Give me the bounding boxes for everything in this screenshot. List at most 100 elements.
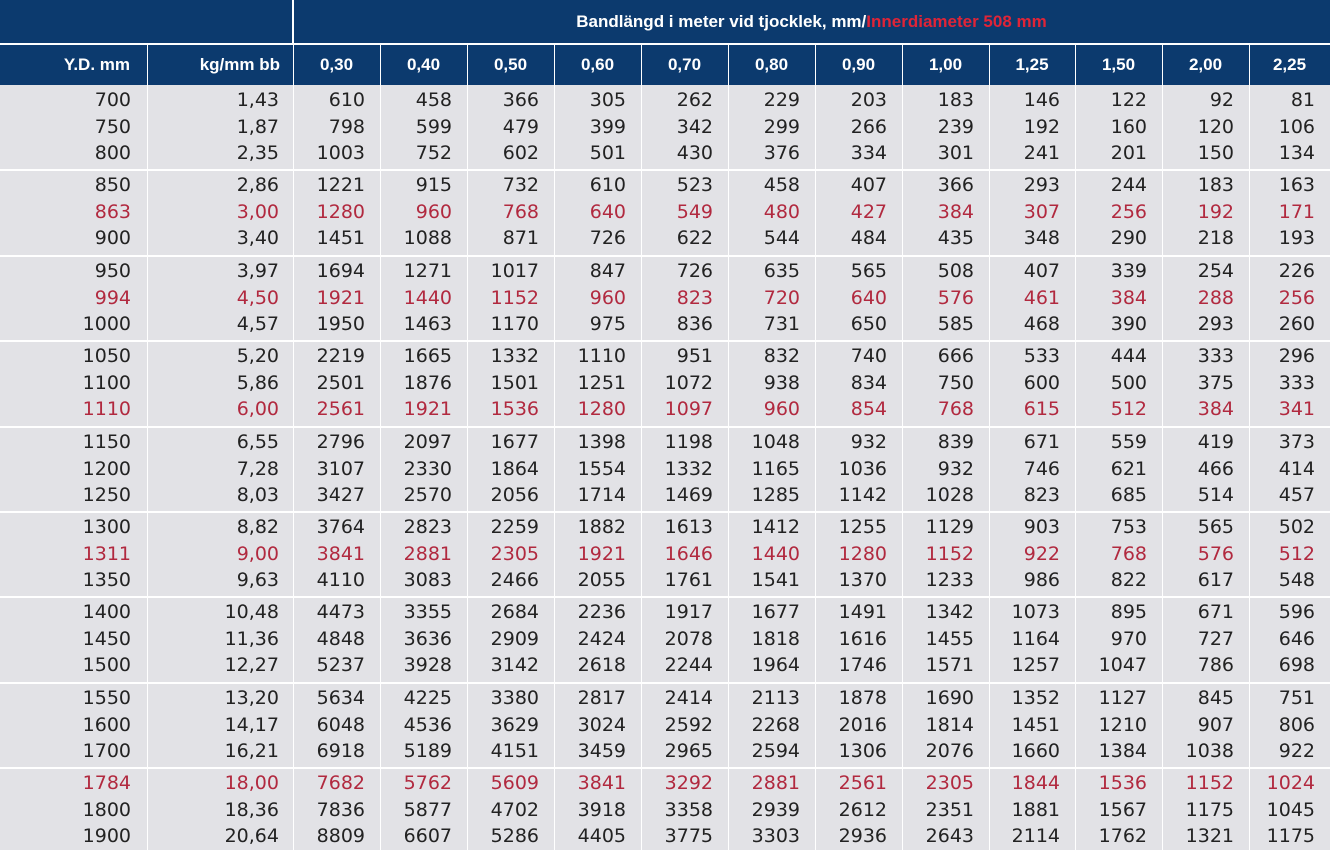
header-column-divider [902, 45, 903, 85]
cell-strip-length: 2078 [664, 627, 713, 650]
cell-strip-length: 2909 [490, 627, 539, 650]
cell-strip-length: 1233 [925, 569, 974, 591]
cell-outer-diameter: 800 [94, 142, 131, 164]
cell-strip-length: 1761 [664, 569, 713, 591]
cell-strip-length: 1878 [838, 687, 887, 709]
cell-strip-length: 2236 [577, 601, 626, 623]
cell-strip-length: 2561 [838, 772, 887, 794]
cell-strip-length: 1152 [490, 286, 539, 309]
cell-outer-diameter: 900 [94, 227, 131, 249]
cell-strip-length: 2796 [316, 431, 365, 453]
table-title: Bandlängd i meter vid tjocklek, mm/Inner… [293, 0, 1330, 43]
cell-strip-length: 1306 [838, 740, 887, 762]
cell-strip-length: 823 [1023, 484, 1060, 506]
cell-strip-length: 201 [1110, 142, 1147, 164]
cell-strip-length: 6048 [316, 713, 365, 736]
cell-strip-length: 5237 [316, 654, 365, 676]
cell-strip-length: 726 [676, 260, 713, 282]
cell-strip-length: 1746 [838, 654, 887, 676]
cell-strip-length: 2466 [490, 569, 539, 591]
cell-strip-length: 2414 [664, 687, 713, 709]
cell-strip-length: 1175 [1266, 825, 1315, 847]
cell-weight: 8,03 [236, 484, 279, 506]
cell-strip-length: 3636 [403, 627, 452, 650]
group-separator [0, 340, 1330, 342]
cell-strip-length: 1370 [838, 569, 887, 591]
group-separator [0, 426, 1330, 428]
header-column-divider [728, 45, 729, 85]
cell-strip-length: 399 [589, 115, 626, 138]
cell-weight: 9,00 [236, 542, 279, 565]
cell-outer-diameter: 1450 [82, 627, 131, 650]
column-header-thickness: 2,25 [1272, 55, 1307, 74]
cell-strip-length: 640 [589, 200, 626, 223]
cell-strip-length: 1814 [925, 713, 974, 736]
cell-strip-length: 3775 [664, 825, 713, 847]
cell-outer-diameter: 1500 [82, 654, 131, 676]
cell-strip-length: 786 [1197, 654, 1234, 676]
cell-strip-length: 610 [589, 174, 626, 196]
cell-strip-length: 960 [589, 286, 626, 309]
cell-strip-length: 932 [937, 457, 974, 480]
column-header-thickness: 2,00 [1188, 55, 1223, 74]
cell-outer-diameter: 700 [94, 89, 131, 111]
cell-strip-length: 1088 [403, 227, 452, 249]
cell-strip-length: 523 [676, 174, 713, 196]
cell-strip-length: 2305 [490, 542, 539, 565]
cell-strip-length: 1921 [577, 542, 626, 565]
cell-strip-length: 266 [850, 115, 887, 138]
cell-strip-length: 3083 [403, 569, 452, 591]
header-rule [0, 43, 1330, 45]
cell-strip-length: 1384 [1098, 740, 1147, 762]
cell-strip-length: 1280 [838, 542, 887, 565]
cell-strip-length: 6918 [316, 740, 365, 762]
header-column-divider [1162, 45, 1163, 85]
column-header-thickness: 0,80 [754, 55, 789, 74]
cell-strip-length: 2881 [751, 772, 800, 794]
cell-strip-length: 1017 [490, 260, 539, 282]
cell-strip-length: 512 [1278, 542, 1315, 565]
cell-strip-length: 1097 [664, 398, 713, 420]
cell-strip-length: 2055 [577, 569, 626, 591]
cell-strip-length: 1964 [751, 654, 800, 676]
cell-strip-length: 2114 [1011, 825, 1060, 847]
cell-strip-length: 333 [1278, 371, 1315, 394]
cell-strip-length: 1285 [751, 484, 800, 506]
cell-strip-length: 1501 [490, 371, 539, 394]
cell-strip-length: 1280 [577, 398, 626, 420]
cell-strip-length: 585 [937, 313, 974, 335]
cell-strip-length: 193 [1278, 227, 1315, 249]
table-header: Bandlängd i meter vid tjocklek, mm/Inner… [0, 0, 1330, 85]
cell-strip-length: 768 [937, 398, 974, 420]
column-header-thickness: 1,50 [1101, 55, 1136, 74]
header-column-divider [380, 45, 381, 85]
cell-strip-length: 2016 [838, 713, 887, 736]
cell-outer-diameter: 1784 [82, 772, 131, 794]
header-column-divider [641, 45, 642, 85]
cell-weight: 4,57 [236, 313, 279, 335]
cell-strip-length: 1398 [577, 431, 626, 453]
cell-weight: 11,36 [224, 627, 279, 650]
cell-strip-length: 671 [1197, 601, 1234, 623]
cell-weight: 13,20 [224, 687, 279, 709]
cell-strip-length: 1152 [925, 542, 974, 565]
cell-strip-length: 1491 [838, 601, 887, 623]
cell-outer-diameter: 850 [94, 174, 131, 196]
cell-strip-length: 1881 [1011, 798, 1060, 821]
cell-strip-length: 4405 [577, 825, 626, 847]
cell-outer-diameter: 1250 [82, 484, 131, 506]
header-column-divider [1249, 45, 1250, 85]
cell-outer-diameter: 1311 [82, 542, 131, 565]
cell-strip-length: 1251 [577, 371, 626, 394]
cell-strip-length: 1818 [751, 627, 800, 650]
cell-strip-length: 1646 [664, 542, 713, 565]
cell-strip-length: 615 [1023, 398, 1060, 420]
cell-strip-length: 500 [1110, 371, 1147, 394]
header-column-divider [554, 45, 555, 85]
column-divider [815, 85, 816, 850]
cell-strip-length: 2501 [316, 371, 365, 394]
cell-strip-length: 2612 [838, 798, 887, 821]
cell-strip-length: 600 [1023, 371, 1060, 394]
column-divider [554, 85, 555, 850]
cell-strip-length: 7836 [316, 798, 365, 821]
